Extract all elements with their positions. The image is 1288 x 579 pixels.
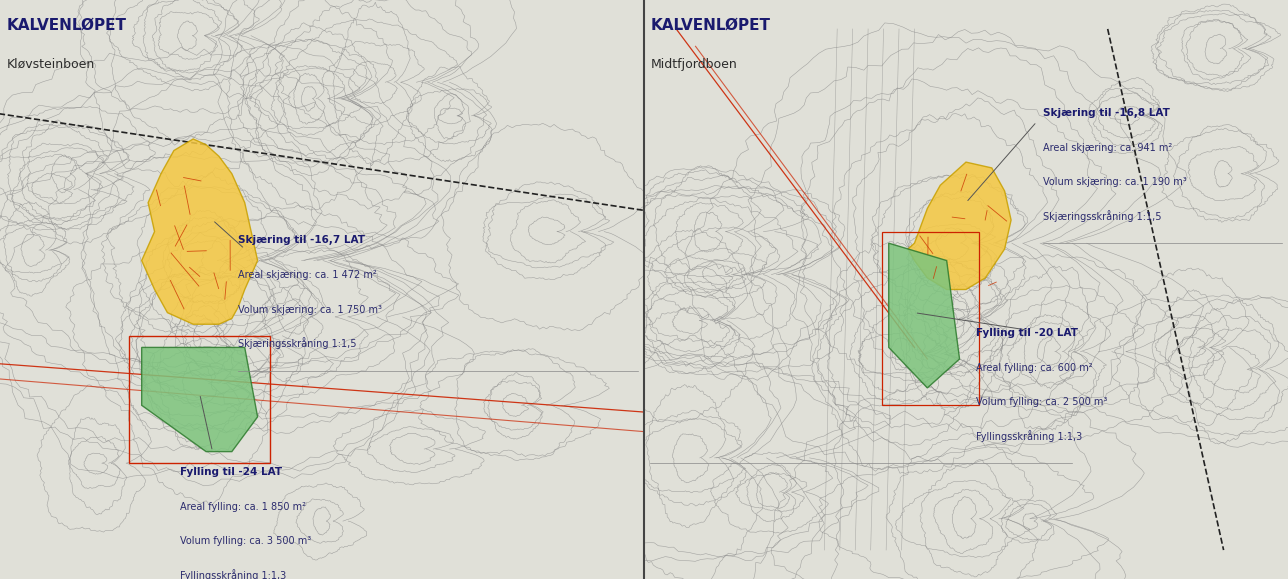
Text: KALVENLØPET: KALVENLØPET [6,17,126,32]
Bar [882,232,979,405]
Polygon shape [889,243,960,388]
Text: Fylling til -24 LAT: Fylling til -24 LAT [180,467,282,477]
Text: Volum fylling: ca. 3 500 m³: Volum fylling: ca. 3 500 m³ [180,536,312,546]
Text: Areal skjæring: ca. 941 m²: Areal skjæring: ca. 941 m² [1043,142,1172,152]
Text: Areal fylling: ca. 600 m²: Areal fylling: ca. 600 m² [976,362,1092,372]
FancyBboxPatch shape [644,0,1288,579]
Text: Skjæringsskråning 1:1,5: Skjæringsskråning 1:1,5 [238,338,357,349]
Text: Fylling til -20 LAT: Fylling til -20 LAT [976,328,1078,338]
Polygon shape [142,139,258,324]
Text: Midtfjordboen: Midtfjordboen [650,58,737,71]
Text: Skjæring til -16,7 LAT: Skjæring til -16,7 LAT [238,235,366,245]
Text: KALVENLØPET: KALVENLØPET [650,17,770,32]
FancyBboxPatch shape [0,0,644,579]
Text: Fyllingsskråning 1:1,3: Fyllingsskråning 1:1,3 [976,430,1082,442]
Text: Skjæringsskråning 1:1,5: Skjæringsskråning 1:1,5 [1043,210,1162,222]
Polygon shape [908,162,1011,290]
Text: Volum skjæring: ca. 1 190 m³: Volum skjæring: ca. 1 190 m³ [1043,177,1188,187]
Text: Skjæring til -16,8 LAT: Skjæring til -16,8 LAT [1043,108,1171,118]
Text: Areal skjæring: ca. 1 472 m²: Areal skjæring: ca. 1 472 m² [238,270,377,280]
Polygon shape [142,347,258,452]
Bar [129,336,270,463]
Text: Fyllingsskråning 1:1,3: Fyllingsskråning 1:1,3 [180,569,286,579]
Text: Volum skjæring: ca. 1 750 m³: Volum skjæring: ca. 1 750 m³ [238,305,383,314]
Text: Volum fylling: ca. 2 500 m³: Volum fylling: ca. 2 500 m³ [976,397,1106,407]
Text: Kløvsteinboen: Kløvsteinboen [6,58,95,71]
Text: Areal fylling: ca. 1 850 m²: Areal fylling: ca. 1 850 m² [180,501,307,511]
